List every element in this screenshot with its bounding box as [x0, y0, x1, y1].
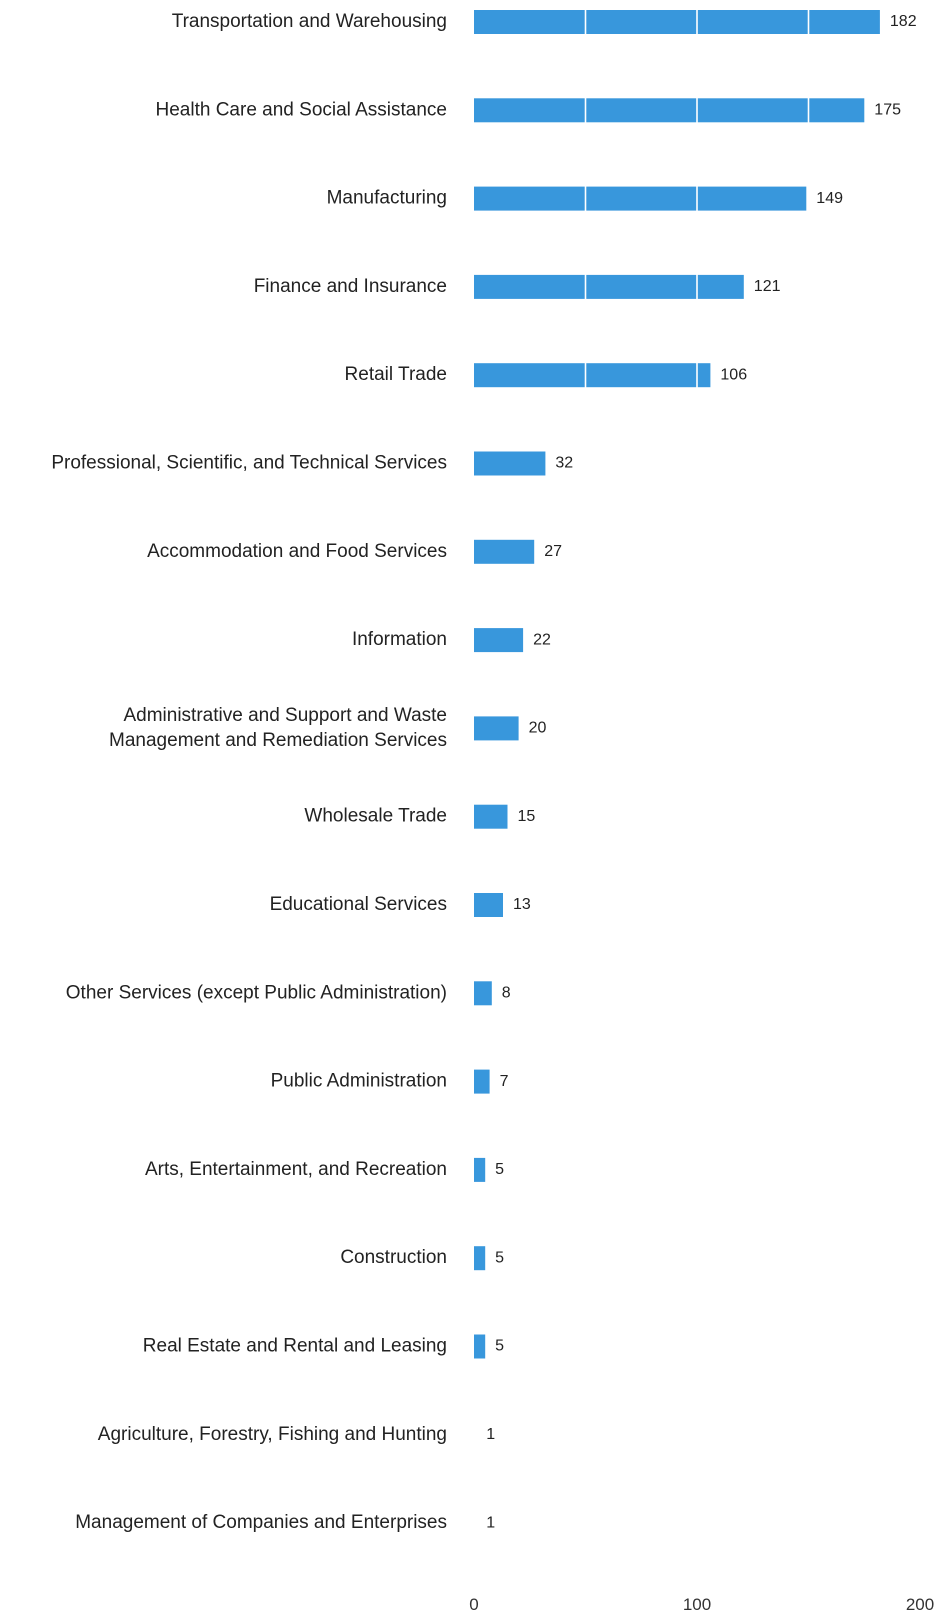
value-label-9: 15	[518, 808, 536, 825]
x-tick-label-0: 0	[469, 1595, 478, 1614]
category-label-4: Retail Trade	[345, 364, 447, 385]
category-label-15: Real Estate and Rental and Leasing	[143, 1336, 447, 1357]
x-tick-label-100: 100	[683, 1595, 711, 1614]
value-label-14: 5	[495, 1249, 504, 1266]
value-label-11: 8	[502, 985, 511, 1002]
bar-12	[474, 1069, 490, 1094]
bar-9	[474, 804, 508, 829]
category-labels-group: Transportation and Warehousing Health Car…	[51, 11, 447, 1533]
bar-4	[474, 363, 711, 388]
bar-13	[474, 1157, 486, 1182]
category-label-5: Professional, Scientific, and Technical …	[51, 453, 447, 474]
value-label-8: 20	[529, 720, 547, 737]
category-label-10: Educational Services	[270, 894, 447, 915]
bar-10	[474, 893, 503, 917]
category-label-1: Health Care and Social Assistance	[156, 99, 448, 120]
value-label-13: 5	[495, 1161, 504, 1178]
bar-15	[474, 1334, 486, 1359]
bar-3	[474, 274, 744, 299]
category-label-13: Arts, Entertainment, and Recreation	[145, 1159, 447, 1180]
value-label-0: 182	[890, 13, 917, 30]
bars-group	[474, 10, 880, 1359]
x-tick-label-200: 200	[906, 1595, 934, 1614]
value-label-15: 5	[495, 1338, 504, 1355]
bar-2	[474, 186, 807, 211]
gridlines-group	[584, 0, 810, 1548]
value-label-7: 22	[533, 631, 551, 648]
value-label-17: 1	[486, 1514, 495, 1531]
bar-1	[474, 98, 865, 123]
category-label-3: Finance and Insurance	[254, 276, 447, 297]
category-label-12: Public Administration	[271, 1071, 447, 1092]
value-label-16: 1	[486, 1426, 495, 1443]
bar-11	[474, 981, 492, 1006]
category-label-7: Information	[352, 629, 447, 650]
value-label-10: 13	[513, 896, 531, 913]
x-axis-ticks-group: 0 100 200	[469, 1595, 934, 1614]
value-label-5: 32	[555, 455, 573, 472]
value-label-1: 175	[874, 102, 901, 119]
bar-14	[474, 1246, 486, 1271]
category-label-16: Agriculture, Forestry, Fishing and Hunti…	[98, 1424, 447, 1445]
value-label-2: 149	[816, 190, 843, 207]
category-label-14: Construction	[340, 1247, 447, 1268]
value-label-6: 27	[544, 543, 562, 560]
value-label-12: 7	[500, 1073, 509, 1090]
value-label-4: 106	[720, 366, 747, 383]
value-labels-group: 182 175 149 121 106 32 27 22 20 15 13 8 7 5 5 5 1 1	[486, 13, 916, 1531]
category-label-6: Accommodation and Food Services	[147, 541, 447, 562]
bar-5	[474, 451, 546, 476]
category-label-17: Management of Companies and Enterprises	[75, 1512, 447, 1533]
bar-7	[474, 628, 524, 653]
category-label-2: Manufacturing	[327, 188, 447, 209]
value-label-3: 121	[754, 278, 781, 295]
category-label-8: Administrative and Support and Waste Mana…	[109, 705, 447, 751]
category-label-0: Transportation and Warehousing	[172, 11, 447, 32]
category-label-9: Wholesale Trade	[304, 806, 447, 827]
bar-6	[474, 539, 535, 564]
category-label-11: Other Services (except Public Administra…	[66, 982, 447, 1003]
bar-8	[474, 716, 519, 741]
bar-0	[474, 10, 880, 34]
